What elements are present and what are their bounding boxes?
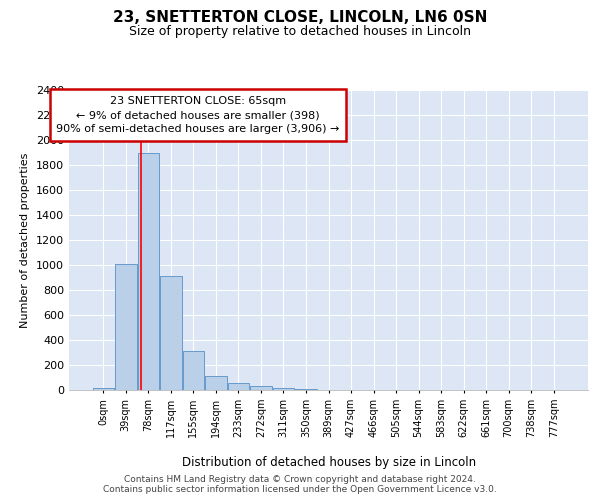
Bar [228, 382, 249, 390]
Bar [273, 388, 294, 390]
Bar [137, 152, 159, 390]
Text: Contains HM Land Registry data © Crown copyright and database right 2024.: Contains HM Land Registry data © Crown c… [124, 476, 476, 484]
Bar [115, 264, 137, 390]
Text: Contains public sector information licensed under the Open Government Licence v3: Contains public sector information licen… [103, 486, 497, 494]
Y-axis label: Number of detached properties: Number of detached properties [20, 152, 31, 328]
Bar [250, 386, 272, 390]
Bar [182, 350, 204, 390]
Bar [92, 388, 114, 390]
Text: 23, SNETTERTON CLOSE, LINCOLN, LN6 0SN: 23, SNETTERTON CLOSE, LINCOLN, LN6 0SN [113, 10, 487, 25]
Text: 23 SNETTERTON CLOSE: 65sqm
← 9% of detached houses are smaller (398)
90% of semi: 23 SNETTERTON CLOSE: 65sqm ← 9% of detac… [56, 96, 340, 134]
Bar [205, 376, 227, 390]
Bar [160, 276, 182, 390]
Text: Distribution of detached houses by size in Lincoln: Distribution of detached houses by size … [182, 456, 476, 469]
Text: Size of property relative to detached houses in Lincoln: Size of property relative to detached ho… [129, 24, 471, 38]
